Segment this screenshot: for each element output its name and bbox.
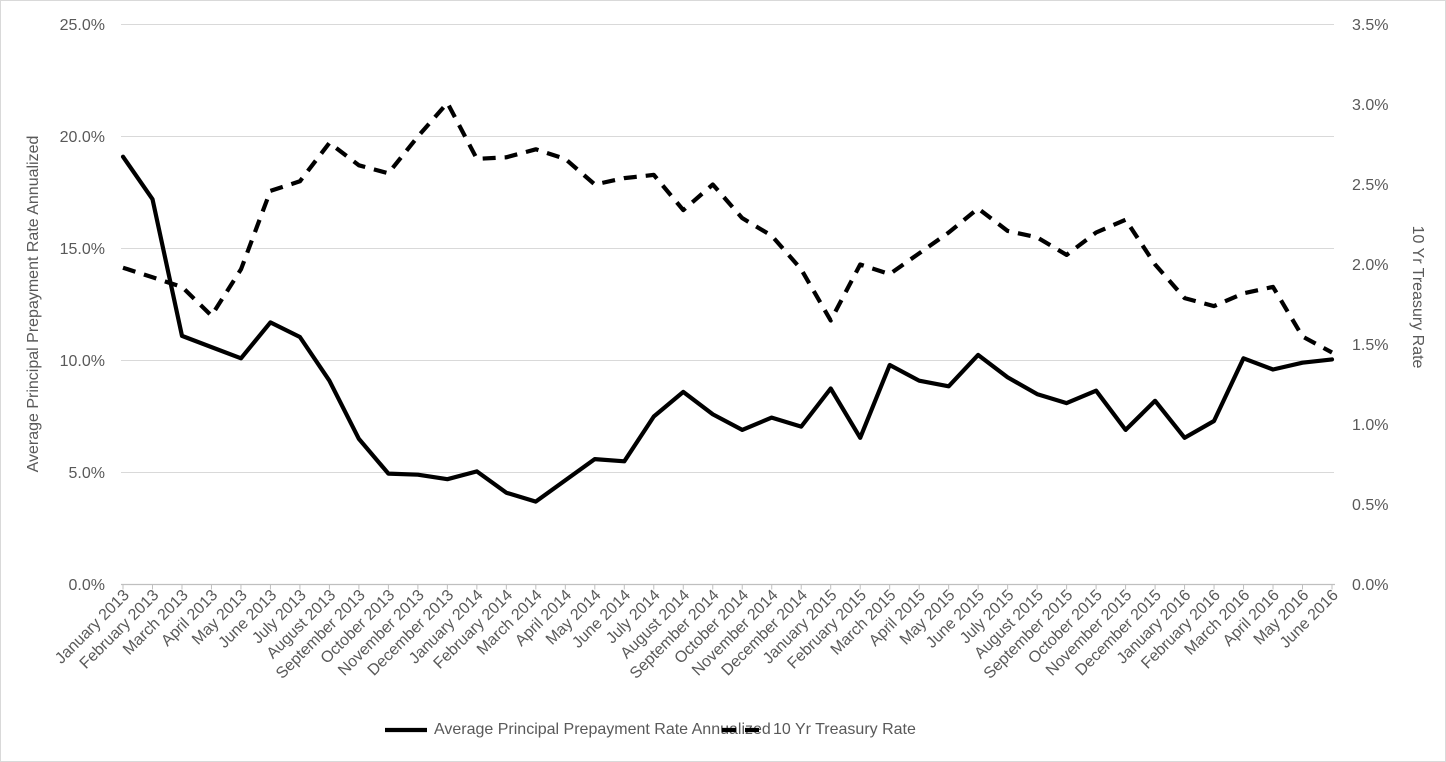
right-axis-title: 10 Yr Treasury Rate — [1409, 226, 1426, 369]
right-axis-tick-label: 3.0% — [1352, 97, 1388, 114]
right-axis-tick-label: 1.5% — [1352, 337, 1388, 354]
chart-legend: Average Principal Prepayment Rate Annual… — [1, 719, 1445, 745]
legend-label-treasury-rate: 10 Yr Treasury Rate — [773, 721, 916, 738]
right-axis-tick-label: 3.5% — [1352, 17, 1388, 34]
left-axis-tick-label: 5.0% — [69, 465, 105, 482]
left-axis-tick-label: 10.0% — [60, 353, 105, 370]
right-axis-tick-label: 0.0% — [1352, 577, 1388, 594]
series-line-prepayment-rate — [120, 154, 1335, 504]
series-line-treasury-rate — [122, 100, 1334, 355]
right-axis-tick-label: 2.5% — [1352, 177, 1388, 194]
left-axis-tick-label: 0.0% — [69, 577, 105, 594]
right-axis-tick-label: 0.5% — [1352, 497, 1388, 514]
left-axis-tick-label: 20.0% — [60, 129, 105, 146]
left-axis-title: Average Principal Prepayment Rate Annual… — [25, 136, 42, 473]
left-axis-tick-label: 25.0% — [60, 17, 105, 34]
legend-item-treasury-rate: 10 Yr Treasury Rate — [721, 719, 916, 741]
left-axis-tick-label: 15.0% — [60, 241, 105, 258]
legend-item-prepayment-rate: Average Principal Prepayment Rate Annual… — [384, 719, 771, 741]
solid-line-swatch-icon — [385, 727, 427, 733]
legend-label-prepayment-rate: Average Principal Prepayment Rate Annual… — [434, 721, 771, 738]
dashed-line-swatch-icon — [722, 727, 766, 733]
right-axis-tick-label: 2.0% — [1352, 257, 1388, 274]
right-axis-tick-label: 1.0% — [1352, 417, 1388, 434]
